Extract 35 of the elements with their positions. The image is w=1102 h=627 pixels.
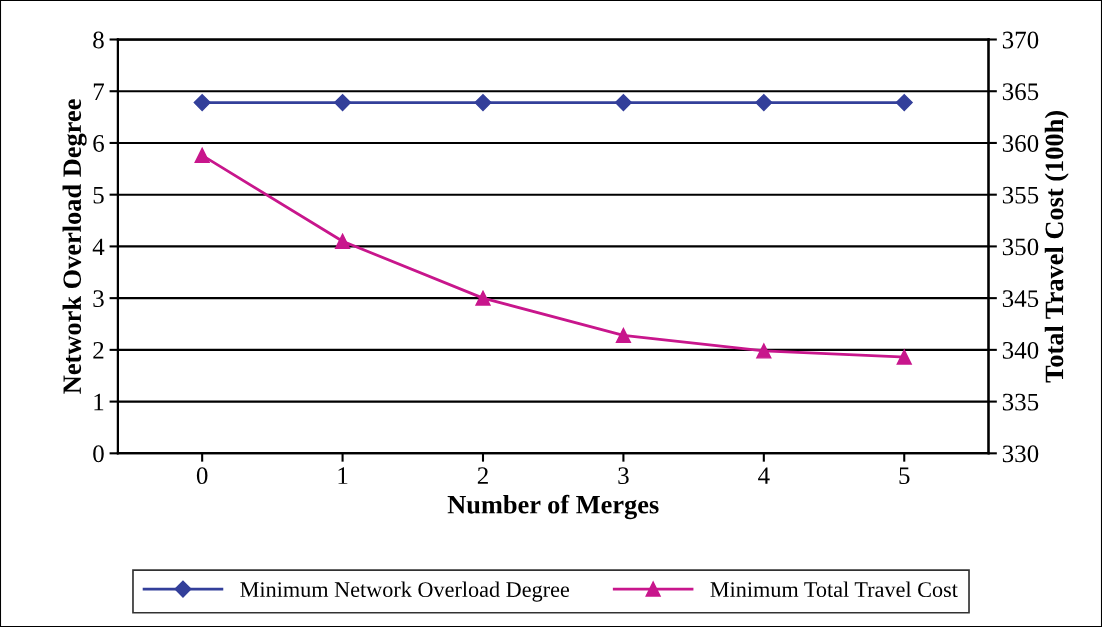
y-tick-label: 1 [94,393,104,411]
y-tick-label: 7 [93,83,104,100]
x-tick-label: 5 [899,467,910,485]
y-tick-label: 8 [93,31,104,49]
x-tick-label: 0 [196,467,208,485]
y2-tick-label: 365 [1002,83,1039,101]
x-tick-label: 1 [338,467,348,484]
x-tick-label: 4 [758,467,770,484]
y2-tick-label: 350 [1002,238,1039,256]
point [756,343,772,359]
y-tick-label: 6 [93,135,104,152]
y2-axis-title: Total Travel Cost (100h) [1044,111,1069,383]
x-axis-title: Number of Merges [447,494,659,520]
y2-tick-label: 360 [1002,135,1039,152]
y2-tick-label: 340 [1002,341,1039,359]
y-tick-label: 5 [93,186,104,204]
point [194,147,210,164]
y-tick-label: 2 [93,341,104,359]
y2-tick-label: 330 [1002,445,1039,463]
y2-tick-label: 370 [1002,31,1039,49]
point [896,349,912,365]
point [475,290,491,306]
y-tick-label: 4 [92,238,105,256]
y2-tick-label: 355 [1002,186,1039,204]
y-tick-label: 0 [93,445,104,463]
y-axis-title: Network Overload Degree [62,99,87,394]
legend-label: Minimum Total Travel Cost [710,581,958,598]
x-tick-label: 2 [477,467,488,484]
legend-label: Minimum Network Overload Degree [240,581,570,602]
point [334,233,351,249]
y2-tick-label: 345 [1002,290,1039,308]
x-tick-label: 3 [618,467,629,485]
y-tick-label: 3 [93,290,104,308]
point [615,327,632,344]
y2-tick-label: 335 [1002,393,1039,411]
